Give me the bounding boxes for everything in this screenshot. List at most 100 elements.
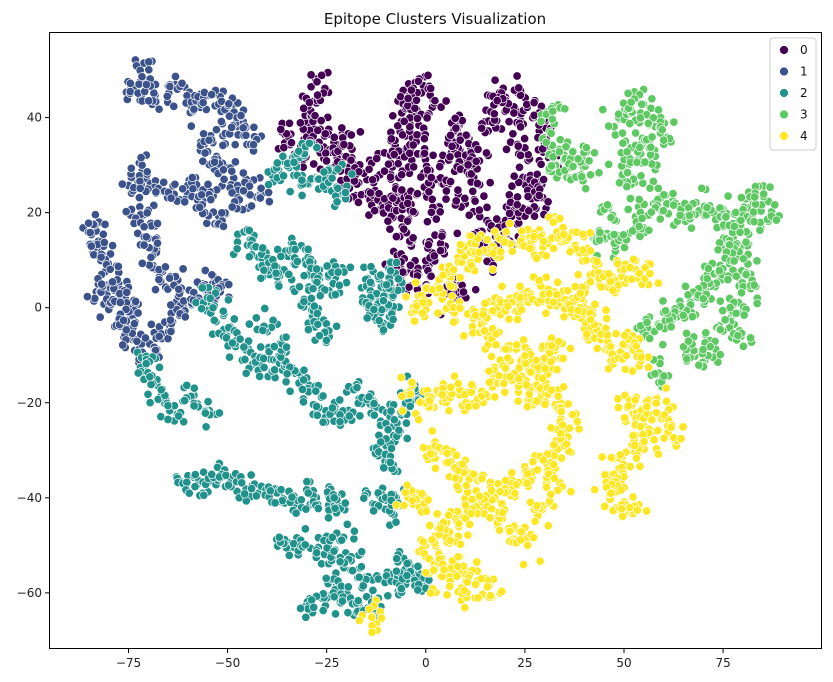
point	[501, 475, 511, 486]
point	[152, 218, 163, 229]
point	[484, 366, 494, 376]
point	[327, 532, 337, 542]
x-tick-label: −50	[215, 656, 240, 670]
point	[256, 342, 266, 352]
point	[426, 449, 436, 459]
point	[223, 480, 234, 490]
point	[480, 326, 490, 336]
point	[333, 164, 343, 174]
point	[541, 251, 551, 261]
point	[523, 469, 533, 479]
point	[86, 241, 96, 251]
point	[297, 175, 307, 185]
point	[327, 403, 337, 413]
point	[357, 547, 367, 557]
point	[463, 402, 473, 412]
point	[651, 398, 661, 408]
point	[182, 380, 192, 390]
point	[412, 130, 422, 140]
legend-marker	[779, 131, 789, 141]
point	[556, 407, 566, 417]
point	[144, 65, 154, 75]
point	[190, 470, 200, 480]
point	[733, 331, 743, 341]
point	[463, 160, 473, 170]
point	[100, 219, 110, 229]
point	[315, 291, 325, 301]
point	[335, 395, 345, 405]
point	[637, 99, 647, 109]
point	[590, 485, 600, 495]
point	[514, 83, 524, 93]
point	[154, 331, 164, 342]
point	[755, 225, 765, 235]
point	[405, 389, 415, 399]
point	[500, 363, 510, 373]
point	[461, 480, 472, 490]
point	[474, 205, 484, 215]
point	[529, 231, 539, 242]
point	[408, 233, 418, 243]
point	[589, 148, 600, 158]
point	[332, 197, 342, 207]
point	[458, 287, 469, 297]
point	[529, 533, 539, 543]
point	[344, 411, 354, 421]
point	[512, 340, 522, 350]
point	[544, 289, 554, 299]
point	[321, 573, 331, 583]
point	[417, 489, 427, 499]
point	[466, 260, 476, 270]
point	[144, 96, 154, 106]
point	[274, 281, 284, 291]
point	[329, 132, 339, 142]
point	[343, 608, 353, 618]
point	[503, 353, 513, 363]
point	[418, 537, 428, 547]
point	[312, 264, 322, 274]
point	[563, 286, 573, 296]
point	[413, 76, 423, 86]
point	[565, 343, 576, 354]
point	[174, 284, 184, 294]
point	[604, 121, 614, 131]
point	[368, 175, 378, 185]
point	[335, 557, 345, 567]
point	[304, 138, 314, 148]
point	[178, 264, 188, 274]
point	[249, 122, 259, 132]
point	[85, 228, 95, 238]
point	[320, 129, 330, 139]
point	[379, 463, 389, 473]
point	[426, 207, 436, 217]
point	[528, 457, 538, 467]
point	[658, 340, 668, 350]
point	[514, 177, 524, 187]
point	[481, 148, 492, 158]
point	[634, 221, 644, 232]
point	[451, 450, 462, 460]
point	[482, 235, 492, 245]
point	[132, 336, 142, 346]
point	[227, 122, 237, 132]
point	[622, 168, 633, 178]
point	[606, 488, 616, 498]
point	[618, 230, 629, 240]
point	[546, 161, 557, 171]
point	[584, 156, 594, 166]
point	[676, 434, 686, 444]
point	[359, 493, 369, 503]
point	[631, 453, 641, 463]
point	[451, 196, 461, 206]
point	[152, 238, 163, 248]
point	[548, 106, 558, 116]
point	[450, 473, 460, 483]
point	[659, 410, 669, 420]
point	[358, 581, 368, 591]
point	[260, 303, 270, 314]
point	[538, 455, 548, 465]
point	[525, 243, 535, 254]
point	[295, 118, 305, 128]
point	[445, 581, 455, 591]
point	[613, 403, 623, 413]
